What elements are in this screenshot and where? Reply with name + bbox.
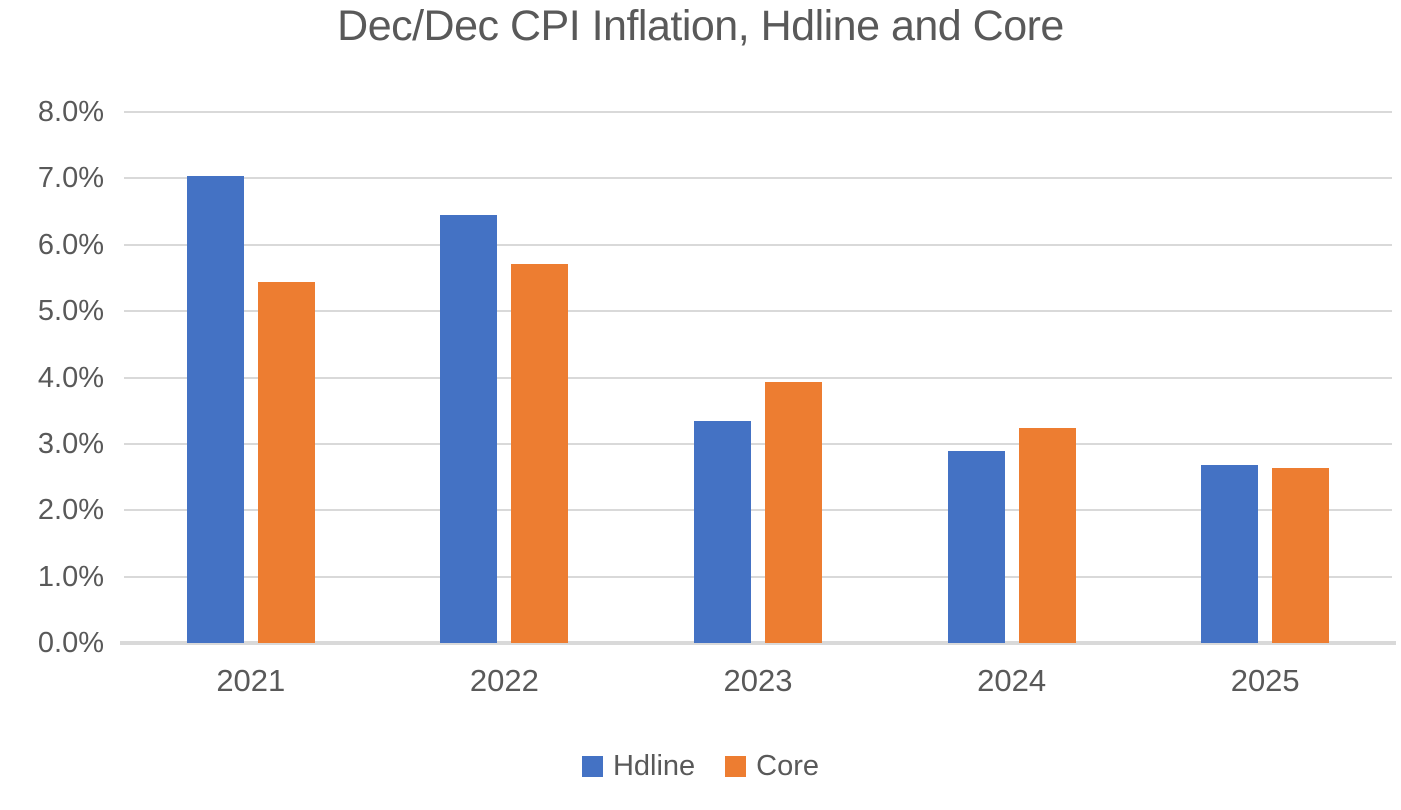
y-tick-label: 7.0% <box>37 162 104 195</box>
bar-hdline-2024 <box>947 451 1005 643</box>
x-tick-label-2025: 2025 <box>1230 663 1300 698</box>
bar-hdline-2022 <box>440 214 498 643</box>
gridline <box>124 442 1392 445</box>
chart-title: Dec/Dec CPI Inflation, Hdline and Core <box>337 2 1064 50</box>
y-tick-label: 2.0% <box>37 494 104 527</box>
bar-group-2022 <box>378 112 632 643</box>
bar-group-2025 <box>1138 112 1392 643</box>
y-tick-label: 3.0% <box>37 427 104 460</box>
y-tick-label: 8.0% <box>37 96 104 128</box>
bar-core-2023 <box>764 382 822 643</box>
bar-hdline-2025 <box>1201 465 1259 643</box>
legend-label-core: Core <box>756 750 820 782</box>
gridline <box>124 243 1392 246</box>
bar-hdline-2023 <box>693 420 751 643</box>
bar-group-2023 <box>631 112 885 643</box>
legend-entry-hdline: Hdline <box>581 750 696 783</box>
y-tick-label: 0.0% <box>37 627 104 659</box>
bar-group-2024 <box>885 112 1139 643</box>
gridline <box>124 376 1392 379</box>
bar-core-2024 <box>1018 427 1076 643</box>
x-tick-label-2023: 2023 <box>723 663 793 698</box>
gridline <box>124 509 1392 512</box>
gridline <box>124 177 1392 180</box>
x-axis-line <box>120 641 1396 645</box>
plot-area <box>120 111 1396 645</box>
gridline <box>124 111 1392 113</box>
legend-entry-core: Core <box>725 750 819 783</box>
legend-swatch-hdline <box>581 756 603 777</box>
x-tick-label-2022: 2022 <box>469 663 539 698</box>
gridline <box>124 575 1392 578</box>
y-tick-label: 5.0% <box>37 295 104 328</box>
y-tick-label: 4.0% <box>37 361 104 394</box>
gridline <box>124 310 1392 313</box>
legend: Hdline Core <box>0 750 1401 783</box>
bar-group-2021 <box>124 112 378 643</box>
y-tick-label: 1.0% <box>37 560 104 593</box>
bar-core-2025 <box>1272 467 1330 643</box>
legend-swatch-core <box>725 756 747 777</box>
bar-core-2022 <box>511 264 569 643</box>
x-tick-label-2021: 2021 <box>216 663 286 698</box>
x-tick-label-2024: 2024 <box>977 663 1047 698</box>
bar-core-2021 <box>257 281 315 643</box>
y-tick-label: 6.0% <box>37 228 104 261</box>
bar-hdline-2021 <box>186 175 244 643</box>
legend-label-hdline: Hdline <box>612 750 696 782</box>
